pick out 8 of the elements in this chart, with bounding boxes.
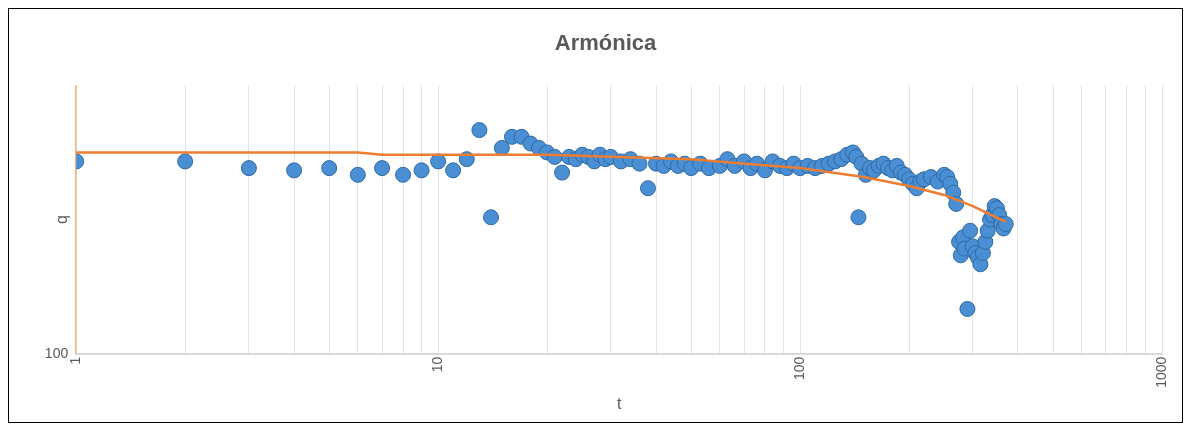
text: 100 [44,344,69,361]
x-tick-label: 1000 [1152,356,1169,388]
x-tick-label: 100 [790,356,807,381]
x-tick-label: 10 [428,356,445,373]
y-axis-title: q [53,215,71,224]
chart-title: Armónica [554,30,657,56]
x-tick-label: 1 [67,356,84,365]
x-axis-title: t [616,394,622,412]
